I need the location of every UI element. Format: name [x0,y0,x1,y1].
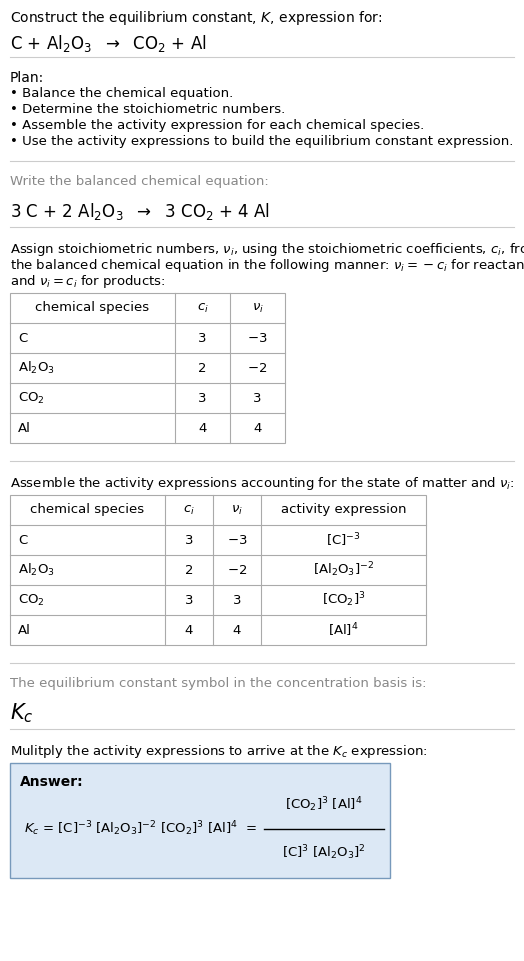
Text: [Al$_2$O$_3$]$^{-2}$: [Al$_2$O$_3$]$^{-2}$ [313,560,374,579]
Text: activity expression: activity expression [281,504,406,516]
Text: • Determine the stoichiometric numbers.: • Determine the stoichiometric numbers. [10,103,285,116]
Text: 3 C + 2 Al$_2$O$_3$  $\rightarrow$  3 CO$_2$ + 4 Al: 3 C + 2 Al$_2$O$_3$ $\rightarrow$ 3 CO$_… [10,201,270,222]
Text: 3: 3 [185,594,193,606]
Text: 3: 3 [198,391,207,405]
Text: • Balance the chemical equation.: • Balance the chemical equation. [10,87,233,100]
Text: C: C [18,533,27,547]
Text: Al: Al [18,624,31,636]
Text: Plan:: Plan: [10,71,44,85]
Text: CO$_2$: CO$_2$ [18,390,45,406]
Text: Assign stoichiometric numbers, $\nu_i$, using the stoichiometric coefficients, $: Assign stoichiometric numbers, $\nu_i$, … [10,241,524,258]
Text: Construct the equilibrium constant, $K$, expression for:: Construct the equilibrium constant, $K$,… [10,9,383,27]
Text: • Use the activity expressions to build the equilibrium constant expression.: • Use the activity expressions to build … [10,135,514,148]
Text: Assemble the activity expressions accounting for the state of matter and $\nu_i$: Assemble the activity expressions accoun… [10,475,515,492]
Text: $K_c$ = [C]$^{-3}$ [Al$_2$O$_3$]$^{-2}$ [CO$_2$]$^3$ [Al]$^4$  =: $K_c$ = [C]$^{-3}$ [Al$_2$O$_3$]$^{-2}$ … [24,819,257,838]
Text: $-2$: $-2$ [247,361,268,375]
Text: 4: 4 [233,624,241,636]
Text: $c_i$: $c_i$ [196,302,209,314]
Text: 2: 2 [185,563,193,577]
Text: 4: 4 [253,422,261,434]
Text: $c_i$: $c_i$ [183,504,195,517]
Text: CO$_2$: CO$_2$ [18,592,45,607]
Text: 3: 3 [233,594,241,606]
Text: and $\nu_i = c_i$ for products:: and $\nu_i = c_i$ for products: [10,273,166,290]
Text: 3: 3 [253,391,262,405]
Text: $K_c$: $K_c$ [10,701,34,725]
Text: [CO$_2$]$^3$: [CO$_2$]$^3$ [322,591,365,609]
Text: 4: 4 [185,624,193,636]
Bar [10,293,285,443]
Text: [C]$^{-3}$: [C]$^{-3}$ [326,531,361,549]
Text: $\nu_i$: $\nu_i$ [252,302,264,314]
Text: Answer:: Answer: [20,775,84,789]
Text: the balanced chemical equation in the following manner: $\nu_i = -c_i$ for react: the balanced chemical equation in the fo… [10,257,524,274]
Text: Al: Al [18,422,31,434]
Text: $-3$: $-3$ [227,533,247,547]
Text: C: C [18,332,27,344]
Text: [Al]$^4$: [Al]$^4$ [328,621,359,639]
Text: $-3$: $-3$ [247,332,268,344]
Text: chemical species: chemical species [30,504,145,516]
Text: [CO$_2$]$^3$ [Al]$^4$: [CO$_2$]$^3$ [Al]$^4$ [285,795,363,814]
Text: The equilibrium constant symbol in the concentration basis is:: The equilibrium constant symbol in the c… [10,677,427,690]
Text: $-2$: $-2$ [227,563,247,577]
Text: chemical species: chemical species [36,302,149,314]
Text: C + Al$_2$O$_3$  $\rightarrow$  CO$_2$ + Al: C + Al$_2$O$_3$ $\rightarrow$ CO$_2$ + A… [10,33,206,54]
Text: 4: 4 [198,422,206,434]
Text: 2: 2 [198,361,207,375]
Text: Write the balanced chemical equation:: Write the balanced chemical equation: [10,175,269,188]
Text: 3: 3 [198,332,207,344]
Text: • Assemble the activity expression for each chemical species.: • Assemble the activity expression for e… [10,119,424,132]
Text: Al$_2$O$_3$: Al$_2$O$_3$ [18,562,55,579]
Text: Mulitply the activity expressions to arrive at the $K_c$ expression:: Mulitply the activity expressions to arr… [10,743,428,760]
Bar [10,495,426,645]
Text: Al$_2$O$_3$: Al$_2$O$_3$ [18,360,55,376]
Text: 3: 3 [185,533,193,547]
Text: $\nu_i$: $\nu_i$ [231,504,243,517]
Text: [C]$^3$ [Al$_2$O$_3$]$^2$: [C]$^3$ [Al$_2$O$_3$]$^2$ [282,843,366,862]
FancyBboxPatch shape [10,763,390,878]
